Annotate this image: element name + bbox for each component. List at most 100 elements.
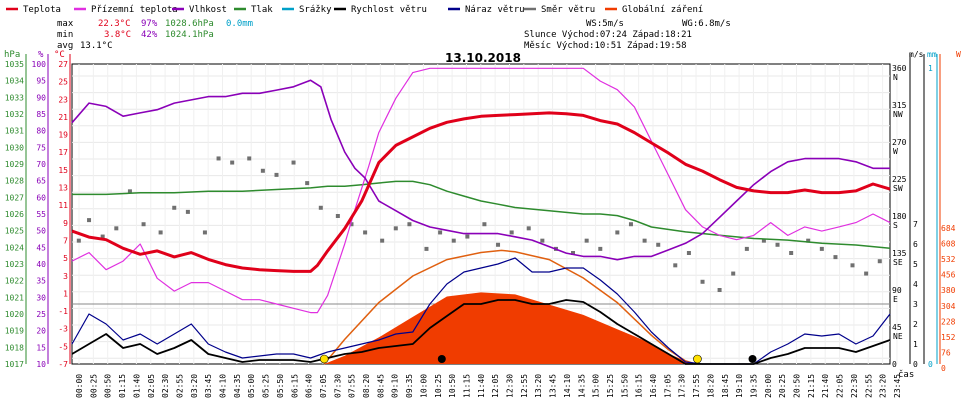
wind-direction-point — [158, 230, 163, 235]
legend-label: Srážky — [299, 5, 332, 15]
ms-tick-label: 3 — [913, 300, 918, 309]
hpa-tick-label: 1023 — [5, 260, 24, 269]
x-tick-label: 10:00 — [419, 374, 428, 398]
pct-tick-label: 60 — [36, 193, 46, 202]
wind-direction-point — [424, 246, 429, 251]
x-tick-label: 20:25 — [778, 374, 787, 398]
hpa-tick-label: 1019 — [5, 327, 24, 336]
x-tick-label: 01:15 — [118, 374, 127, 398]
w-tick-label: 0 — [941, 364, 946, 373]
x-tick-label: 15:00 — [592, 374, 601, 398]
x-tick-label: 02:05 — [147, 374, 156, 398]
x-tick-label: 22:30 — [850, 374, 859, 398]
hpa-tick-label: 1025 — [5, 227, 24, 236]
stats-sun: Slunce Východ:07:24 Západ:18:21 — [524, 30, 692, 40]
hpa-tick-label: 1030 — [5, 143, 24, 152]
series-lines — [71, 67, 891, 365]
x-tick-label: 05:50 — [276, 374, 285, 398]
x-tick-label: 01:40 — [132, 374, 141, 398]
direction-tick-label: 270 — [892, 138, 907, 147]
wind-direction-point — [496, 242, 501, 247]
wind-direction-point — [407, 222, 412, 227]
wind-direction-point — [775, 242, 780, 247]
wind-direction-point — [451, 238, 456, 243]
wind-direction-point — [571, 251, 576, 255]
x-tick-label: 16:40 — [649, 374, 658, 398]
pct-tick-label: 35 — [36, 277, 46, 286]
hpa-tick-label: 1033 — [5, 93, 24, 102]
w-tick-label: 684 — [941, 224, 956, 233]
pct-tick-label: 70 — [36, 160, 46, 169]
w-tick-label: 608 — [941, 240, 956, 249]
x-tick-label: 20:00 — [764, 374, 773, 398]
wind-direction-point — [291, 160, 296, 165]
x-tick-label: 06:15 — [290, 374, 299, 398]
stats-max-rain: 0.0mm — [226, 19, 253, 29]
wind-direction-point — [482, 222, 487, 227]
w-tick-label: 380 — [941, 286, 956, 295]
wind-direction-point — [172, 205, 177, 210]
wind-direction-point — [76, 238, 81, 243]
wind-direction-point — [642, 238, 647, 243]
degc-tick-label: 5 — [63, 254, 68, 263]
ms-tick-label: 4 — [913, 280, 918, 289]
wind-direction-point — [731, 271, 736, 276]
pressure-line — [72, 180, 891, 249]
stats-min-hum: 42% — [141, 30, 158, 40]
degc-tick-label: 3 — [63, 272, 68, 281]
x-tick-label: 07:05 — [319, 374, 328, 398]
x-tick-label: 12:05 — [491, 374, 500, 398]
x-tick-label: 20:50 — [793, 374, 802, 398]
x-tick-label: 08:45 — [376, 374, 385, 398]
x-tick-label: 06:40 — [305, 374, 314, 398]
legend-label: Vlhkost — [189, 5, 227, 15]
direction-compass-label: N — [893, 73, 898, 82]
x-tick-label: 12:55 — [520, 374, 529, 398]
hpa-tick-label: 1021 — [5, 293, 24, 302]
w-tick-label: 76 — [941, 348, 951, 357]
x-tick-label: 13:20 — [534, 374, 543, 398]
radiation-area — [324, 292, 696, 364]
w-tick-label: 456 — [941, 271, 956, 280]
wind-direction-point — [717, 288, 722, 292]
axes-layer: 1035103410331032103110301029102810271026… — [4, 50, 961, 398]
direction-compass-label: W — [893, 147, 898, 156]
wind-direction-point — [202, 230, 207, 235]
wind-direction-point — [363, 230, 368, 235]
wind-direction-point — [87, 218, 92, 223]
sunrise-marker — [319, 354, 329, 364]
direction-compass-label: SW — [893, 184, 903, 193]
sun-moon-markers — [319, 354, 757, 364]
x-tick-label: 13:45 — [549, 374, 558, 398]
legend-label: Směr větru — [541, 5, 595, 15]
x-tick-label: 00:25 — [89, 374, 98, 398]
stats-wg: WG:6.8m/s — [682, 19, 731, 29]
x-tick-label: 19:35 — [749, 374, 758, 398]
wind-direction-point — [806, 238, 811, 243]
degc-tick-label: 21 — [58, 113, 68, 122]
x-tick-label: 17:05 — [663, 374, 672, 398]
direction-tick-label: 180 — [892, 212, 907, 221]
stats-max-label: max — [57, 19, 74, 29]
x-tick-label: 05:00 — [247, 374, 256, 398]
pct-tick-label: 75 — [36, 143, 46, 152]
wind-direction-point — [349, 222, 354, 227]
w-tick-label: 152 — [941, 333, 956, 342]
hpa-tick-label: 1028 — [5, 177, 24, 186]
legend-label: Teplota — [23, 5, 61, 15]
x-tick-label: 12:30 — [506, 374, 515, 398]
legend-label: Rychlost větru — [351, 5, 427, 15]
degc-tick-label: 17 — [58, 148, 68, 157]
x-tick-label: 21:40 — [821, 374, 830, 398]
x-tick-label: 10:50 — [448, 374, 457, 398]
x-tick-label: 23:45 — [893, 374, 902, 398]
stats-max-temp: 22.3°C — [98, 19, 131, 29]
degc-tick-label: 23 — [58, 95, 68, 104]
pct-tick-label: 15 — [36, 343, 46, 352]
degc-tick-label: 7 — [63, 236, 68, 245]
wind-direction-point — [216, 156, 221, 161]
x-tick-label: 11:15 — [462, 374, 471, 398]
x-tick-label: 23:20 — [879, 374, 888, 398]
stats-block: max 22.3°C 97% 1028.6hPa 0.0mm min 3.8°C… — [57, 19, 731, 51]
